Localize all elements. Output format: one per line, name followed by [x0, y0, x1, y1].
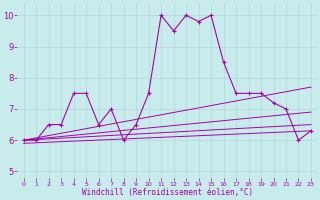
X-axis label: Windchill (Refroidissement éolien,°C): Windchill (Refroidissement éolien,°C) — [82, 188, 253, 197]
